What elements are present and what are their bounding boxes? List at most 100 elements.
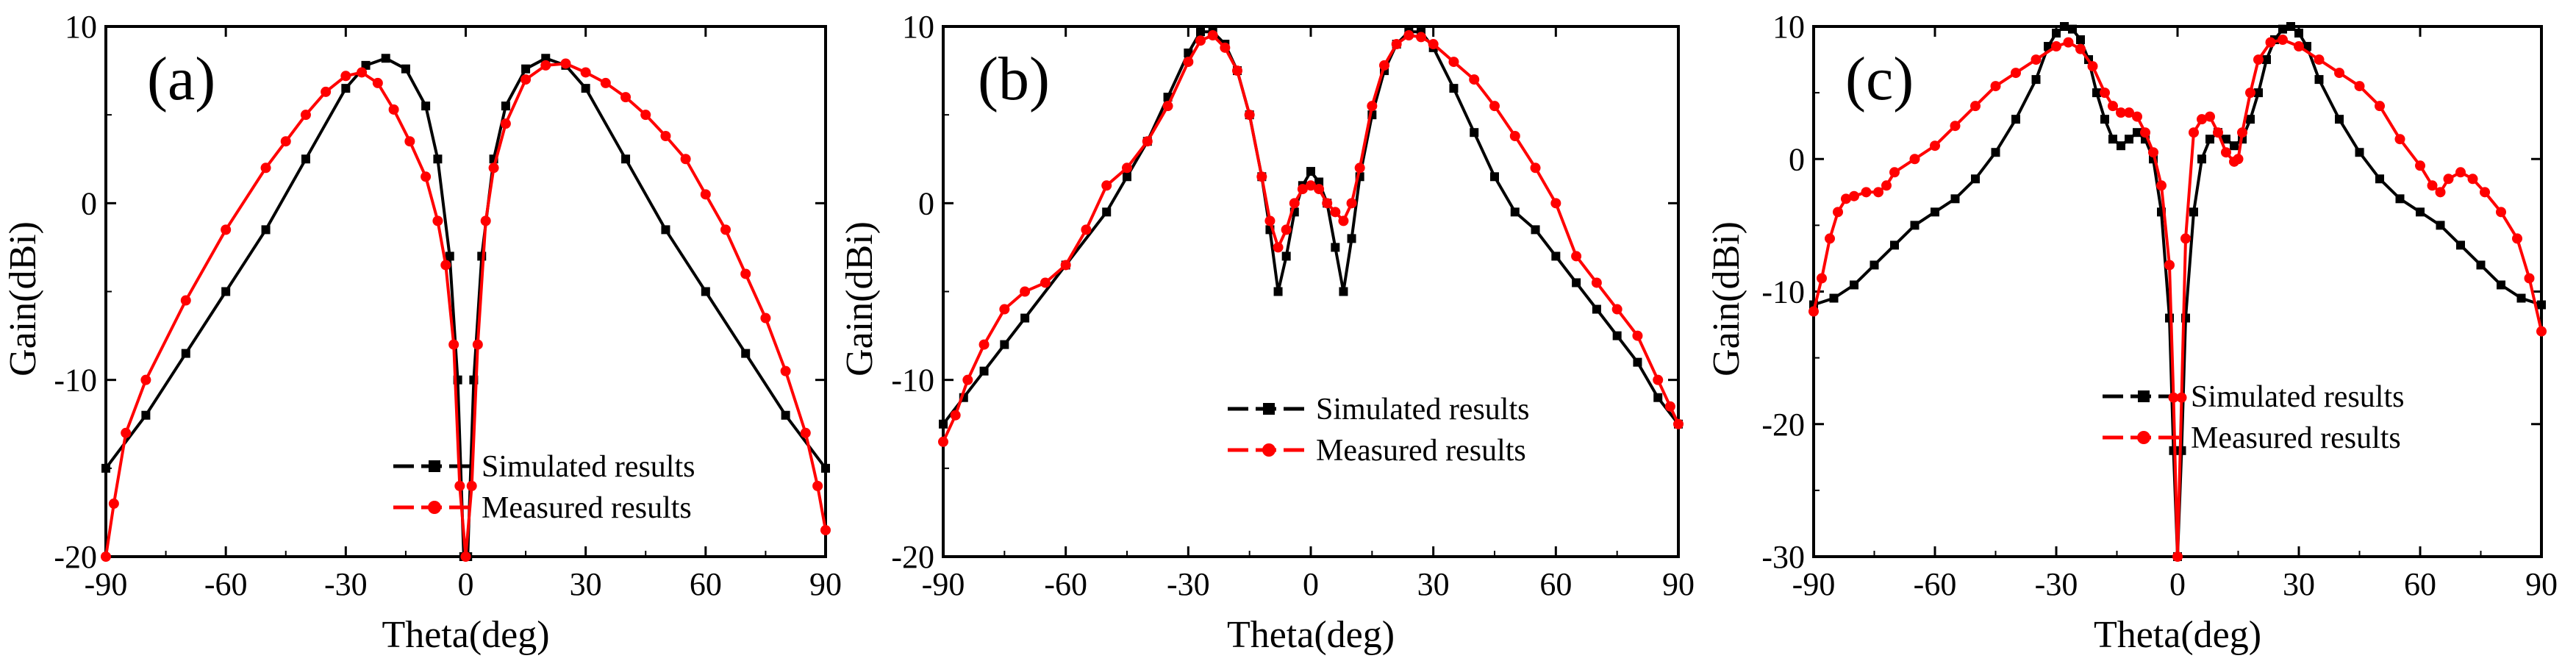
data-point — [2536, 326, 2547, 337]
data-point — [1592, 304, 1601, 314]
data-point — [1330, 207, 1341, 218]
data-point — [2011, 115, 2020, 124]
data-point — [357, 67, 368, 78]
data-point — [260, 163, 271, 174]
data-point — [2237, 127, 2247, 138]
data-point — [1102, 207, 1112, 217]
data-point — [2455, 167, 2466, 178]
data-point — [1825, 233, 1835, 244]
x-axis-label: Theta(deg) — [1227, 614, 1395, 656]
data-point — [2125, 135, 2133, 144]
data-point — [2435, 187, 2446, 198]
data-point — [448, 339, 459, 350]
data-point — [660, 131, 671, 142]
x-tick-label: 0 — [458, 566, 474, 602]
data-point — [500, 118, 511, 129]
data-point — [2456, 240, 2465, 250]
data-point — [2443, 174, 2454, 185]
x-tick-label: 30 — [2283, 566, 2315, 602]
y-tick-label: 0 — [1789, 141, 1805, 177]
data-point — [1020, 313, 1030, 323]
y-tick-label: 10 — [65, 9, 97, 45]
data-point — [1829, 293, 1839, 303]
data-point — [141, 410, 151, 420]
x-tick-label: -90 — [1792, 566, 1836, 602]
data-point — [1950, 194, 1960, 204]
y-tick-label: -10 — [891, 363, 934, 399]
data-point — [101, 463, 110, 473]
data-point — [388, 104, 399, 115]
data-point — [2205, 135, 2214, 144]
series-line — [1812, 38, 2543, 558]
data-point — [1220, 42, 1231, 53]
data-point — [1347, 234, 1356, 243]
data-point — [2068, 24, 2077, 34]
data-point — [1817, 273, 1827, 284]
series-line — [104, 57, 827, 558]
panel-label: (c) — [1845, 45, 1914, 113]
data-point — [501, 101, 510, 111]
x-axis-label: Theta(deg) — [2094, 614, 2261, 656]
data-point — [1264, 215, 1276, 226]
data-point — [740, 268, 751, 279]
x-tick-label: -60 — [204, 566, 248, 602]
data-point — [950, 410, 961, 421]
data-point — [1930, 140, 1940, 151]
data-point — [1850, 280, 1858, 290]
data-point — [540, 60, 551, 71]
data-point — [2314, 75, 2324, 85]
legend-label: Simulated results — [1316, 393, 1529, 426]
x-tick-label: 60 — [2404, 566, 2436, 602]
data-point — [580, 67, 591, 78]
data-point — [2262, 55, 2271, 65]
data-point — [2222, 135, 2230, 144]
data-point — [780, 365, 791, 376]
data-point — [2416, 207, 2425, 217]
data-point — [280, 136, 291, 147]
data-point — [2233, 154, 2244, 165]
data-point — [2108, 135, 2117, 144]
x-tick-label: -60 — [1044, 566, 1087, 602]
data-point — [2476, 260, 2486, 270]
data-point — [521, 64, 531, 74]
data-point — [1020, 286, 1031, 297]
data-point — [2427, 180, 2438, 191]
data-point — [999, 304, 1010, 315]
data-point — [2148, 147, 2158, 158]
data-point — [1273, 287, 1283, 296]
data-point — [1970, 101, 1981, 112]
data-point — [1873, 187, 1883, 198]
data-point — [1183, 57, 1194, 68]
data-point — [600, 77, 611, 88]
data-point — [1081, 224, 1092, 235]
data-point — [1281, 224, 1292, 235]
data-point — [472, 339, 483, 350]
data-point — [1490, 172, 1499, 182]
data-point — [1314, 184, 1325, 195]
x-tick-label: -60 — [1914, 566, 1957, 602]
data-point — [541, 54, 551, 63]
x-tick-label: -30 — [2035, 566, 2078, 602]
data-point — [2286, 22, 2295, 31]
data-point — [445, 251, 454, 261]
data-point — [978, 339, 990, 350]
data-point — [2265, 37, 2276, 48]
x-tick-label: -90 — [85, 566, 128, 602]
y-tick-label: -20 — [891, 539, 934, 575]
data-point — [469, 375, 479, 385]
data-point — [2011, 68, 2021, 79]
data-point — [2075, 43, 2086, 54]
data-point — [2117, 141, 2125, 151]
data-point — [181, 349, 190, 358]
data-point — [2172, 551, 2183, 562]
data-point — [1531, 225, 1540, 235]
legend-swatch-marker — [1263, 403, 1275, 415]
data-point — [560, 58, 571, 69]
data-point — [2467, 174, 2478, 185]
data-point — [2052, 29, 2061, 38]
data-point — [361, 60, 371, 70]
data-point — [1931, 207, 1939, 217]
data-point — [2395, 194, 2405, 204]
data-point — [1971, 174, 1980, 184]
data-point — [2031, 75, 2041, 85]
